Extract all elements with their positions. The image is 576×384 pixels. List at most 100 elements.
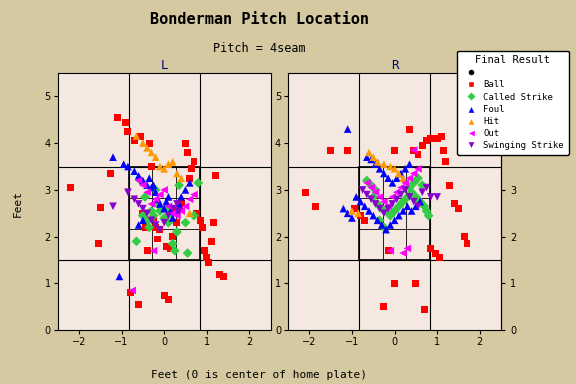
Point [403,245,412,252]
Point [347,215,357,221]
Point [369,213,378,219]
Point [142,248,151,254]
Point [386,213,395,219]
Point [365,149,374,156]
Point [190,213,199,219]
Point [134,177,143,184]
Point [392,196,401,202]
Point [108,203,118,209]
Point [175,201,184,207]
Point [415,199,425,205]
Point [360,203,369,209]
Point [437,133,446,139]
Point [441,159,450,165]
Point [138,182,147,188]
Point [381,208,391,214]
Point [356,199,365,205]
Point [384,203,393,209]
Point [405,126,414,132]
Point [384,205,393,212]
Point [153,196,162,202]
Point [386,164,395,170]
Point [343,210,353,216]
Point [175,208,184,214]
Text: Bonderman Pitch Location: Bonderman Pitch Location [150,12,369,26]
Point [138,140,147,146]
Point [200,248,209,254]
Point [422,138,431,144]
Point [375,205,384,212]
Point [401,180,410,186]
Point [390,217,399,223]
Point [172,170,181,177]
Point [196,217,205,223]
Point [119,161,128,167]
Point [202,255,211,261]
Point [373,217,382,223]
Point [166,245,175,252]
Point [142,217,151,223]
Point [172,201,181,207]
Point [164,297,173,303]
Point [390,166,399,172]
Legend: , Ball, Called Strike, Foul, Hit, Out, Swinging Strike: , Ball, Called Strike, Foul, Hit, Out, S… [457,51,569,155]
Point [390,208,399,214]
Point [160,187,169,193]
Point [147,184,156,190]
Point [145,175,154,181]
Point [168,205,177,212]
Point [134,173,143,179]
Point [153,201,162,207]
Point [394,170,403,177]
Point [405,194,414,200]
Point [138,210,147,216]
Point [362,154,372,160]
Point [168,210,177,216]
Point [181,187,190,193]
Point [147,164,156,170]
Point [132,133,141,139]
Point [409,199,418,205]
Point [301,189,310,195]
Point [396,170,406,177]
Point [160,205,169,212]
Point [177,201,186,207]
Point [418,142,427,149]
Point [347,208,357,214]
Point [430,250,439,256]
Point [350,205,359,212]
Point [156,208,165,214]
Point [426,194,435,200]
Point [123,128,132,134]
Point [219,273,229,280]
Point [405,161,414,167]
Point [130,168,139,174]
Point [170,208,180,214]
Point [377,222,386,228]
Point [405,184,414,190]
Point [433,136,442,142]
Point [407,189,416,195]
Point [379,224,388,230]
Point [415,199,425,205]
Point [151,154,160,160]
Point [160,166,169,172]
Point [138,213,147,219]
Point [390,147,399,153]
Point [386,222,395,228]
Point [326,147,335,153]
Point [358,187,367,193]
Point [156,192,165,198]
Point [160,292,169,298]
Point [424,213,433,219]
Point [147,217,156,223]
Point [418,189,427,195]
Point [414,175,423,181]
Point [401,166,410,172]
Point [399,175,408,181]
Point [399,208,408,214]
Point [142,210,151,216]
Point [149,182,158,188]
Point [362,177,372,184]
Point [394,203,403,209]
